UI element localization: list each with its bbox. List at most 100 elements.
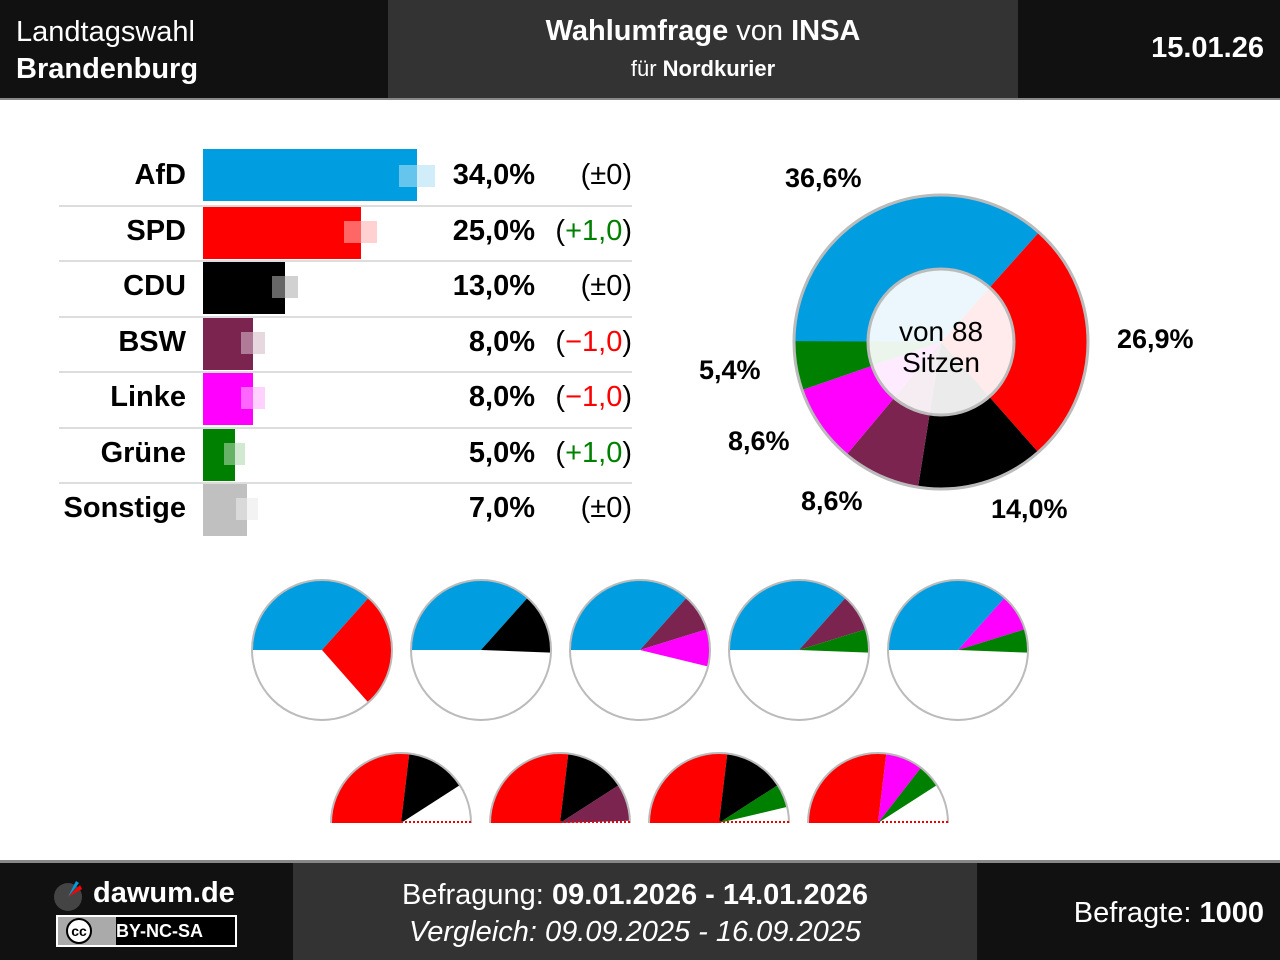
coalition-slice — [649, 753, 728, 823]
bar-row: SPD 25,0% (+1,0) — [59, 204, 632, 260]
coalition-pie-outline — [728, 579, 870, 721]
donut-outline — [792, 193, 1090, 491]
bar — [203, 373, 254, 425]
donut-value-label: 26,9% — [1117, 324, 1194, 354]
change-label: (±0) — [580, 492, 633, 525]
donut-center-text: von 88 Sitzen — [868, 316, 1014, 378]
election-title: Landtagswahl Brandenburg — [16, 14, 198, 88]
license-badge[interactable]: cc BY-NC-SA — [56, 915, 237, 947]
change-label: (−1,0) — [555, 381, 632, 414]
coalition-slice — [888, 579, 1005, 650]
party-label: BSW — [118, 325, 186, 358]
license-text: BY-NC-SA — [116, 921, 204, 941]
donut-value-label: 36,6% — [785, 163, 862, 193]
client: Nordkurier — [662, 56, 776, 81]
bar-row: Linke 8,0% (−1,0) — [59, 371, 632, 426]
coalition-slice — [481, 597, 551, 653]
state-name: Brandenburg — [16, 53, 199, 85]
coalition-slice — [808, 753, 887, 823]
title-von: von — [728, 15, 792, 47]
coalition-slice — [719, 785, 788, 823]
donut-value-label: 5,4% — [699, 355, 761, 385]
donut-hole — [866, 267, 1016, 417]
bar-row: Grüne 5,0% (+1,0) — [59, 426, 632, 482]
change-label: (±0) — [580, 159, 633, 192]
donut-value-label: 8,6% — [728, 426, 790, 456]
value-label: 8,0% — [468, 325, 535, 358]
party-label: AfD — [134, 159, 186, 191]
change-label: (+1,0) — [555, 214, 632, 248]
party-label: Linke — [110, 381, 186, 413]
coalition-slice — [799, 629, 870, 653]
coalition-slice — [560, 753, 619, 823]
bar-row: CDU 13,0% (±0) — [59, 260, 633, 315]
survey-info: Befragung: 09.01.2026 - 14.01.2026 Vergl… — [293, 863, 977, 960]
bar-row: AfD 34,0% (±0) — [59, 149, 633, 204]
site-name[interactable]: dawum.de — [93, 877, 235, 909]
bar — [203, 262, 285, 314]
value-label: 5,0% — [468, 436, 535, 469]
party-label: SPD — [126, 214, 186, 247]
bar — [203, 484, 248, 536]
header: Landtagswahl Brandenburg Wahlumfrage von … — [0, 0, 1280, 100]
coalition-slice — [878, 753, 921, 823]
respondents-label: Befragte: — [1073, 897, 1200, 929]
coalition-slice — [729, 579, 846, 650]
dawum-logo-icon — [54, 881, 82, 911]
coalition-pie-outline — [887, 579, 1029, 721]
coalition-slice — [490, 753, 569, 823]
row-divider — [59, 315, 632, 318]
coalition-slice — [252, 579, 369, 650]
coalition-slice — [958, 597, 1025, 650]
row-divider — [59, 371, 632, 373]
coalition-slice — [570, 579, 687, 650]
error-marker-overlay — [398, 165, 436, 187]
coalition-pie-outline — [410, 579, 552, 721]
coalition-slice — [799, 597, 866, 650]
survey-range: 09.01.2026 - 14.01.2026 — [551, 879, 868, 911]
party-label: CDU — [123, 270, 186, 302]
respondents-count: 1000 — [1199, 897, 1264, 929]
error-marker-overlay — [271, 276, 299, 298]
survey-label: Befragung: — [401, 879, 552, 911]
error-marker-overlay — [235, 498, 259, 520]
bar — [203, 428, 235, 481]
compare-range: Vergleich: 09.09.2025 - 16.09.2025 — [409, 916, 861, 948]
value-label: 8,0% — [468, 381, 535, 413]
coalition-half-outline — [648, 752, 790, 824]
error-marker-overlay — [344, 220, 377, 243]
coalition-slice — [640, 597, 707, 650]
donut-value-label: 8,6% — [801, 486, 863, 516]
poll-date: 15.01.26 — [1151, 32, 1264, 64]
party-label: Sonstige — [63, 492, 186, 524]
donut-value-label: 14,0% — [991, 494, 1068, 524]
value-label: 7,0% — [468, 492, 535, 524]
institute: INSA — [791, 15, 861, 47]
center-line1: von 88 — [898, 316, 984, 347]
bar — [203, 149, 418, 201]
change-label: (±0) — [580, 270, 633, 303]
subtitle-for: für — [630, 56, 663, 81]
coalition-slice — [401, 753, 460, 823]
election-type: Landtagswahl — [16, 16, 195, 48]
change-label: (−1,0) — [555, 325, 632, 359]
coalition-slice — [878, 767, 937, 823]
row-divider — [59, 260, 632, 262]
title-poll: Wahlumfrage — [545, 15, 729, 47]
cc-icon: cc — [66, 918, 92, 944]
coalition-half-outline — [807, 752, 949, 824]
row-divider — [59, 426, 632, 429]
coalition-half-outline — [489, 752, 631, 824]
bar — [203, 317, 254, 370]
coalition-slice — [719, 753, 778, 823]
center-line2: Sitzen — [902, 347, 980, 378]
coalition-slice — [958, 629, 1029, 653]
value-label: 34,0% — [452, 159, 535, 191]
coalition-slice — [560, 785, 630, 823]
coalition-slice — [640, 629, 711, 667]
coalition-slice — [322, 597, 392, 703]
respondents: Befragte: 1000 — [1074, 897, 1264, 930]
poll-title: Wahlumfrage von INSA für Nordkurier — [388, 0, 1018, 98]
error-marker-overlay — [241, 387, 266, 409]
